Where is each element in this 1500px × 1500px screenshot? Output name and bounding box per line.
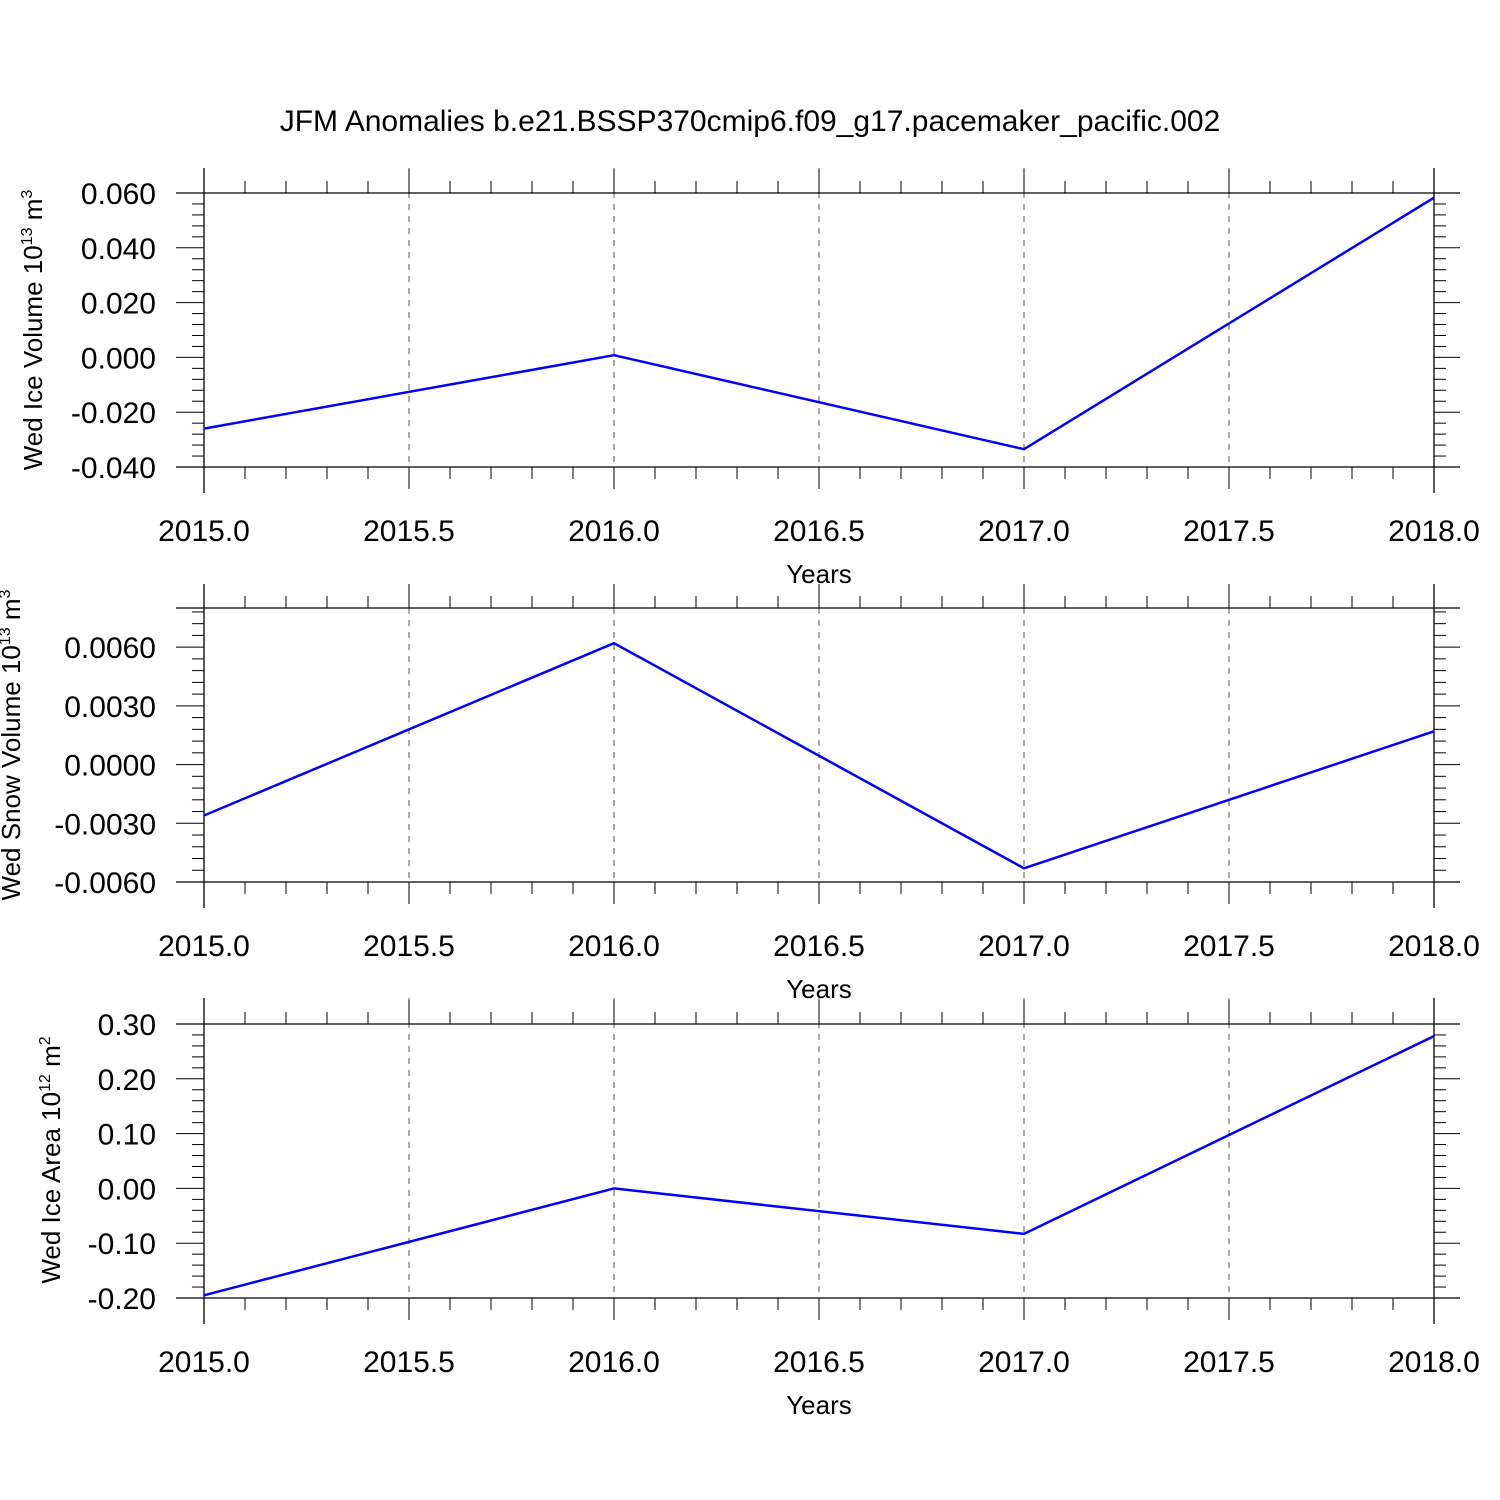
x-tick-label: 2016.5 (773, 1346, 865, 1379)
panel-2: -0.0060 -0.0030 0.0000 0.0030 0.0060 2015.0 20… (0, 584, 1480, 1004)
y-tick-label: -0.0060 (54, 867, 156, 900)
y-tick-label: -0.0030 (54, 808, 156, 841)
x-tick-label: 2015.0 (158, 515, 250, 548)
x-tick-label: 2016.5 (773, 930, 865, 963)
x-tick-label: 2017.5 (1183, 1346, 1275, 1379)
x-tick-label: 2015.0 (158, 1346, 250, 1379)
panels: -0.040 -0.020 0.000 0.020 0.040 0.060 2015.0 20… (0, 168, 1480, 1420)
x-tick-label: 2017.0 (978, 515, 1070, 548)
panel-1: -0.040 -0.020 0.000 0.020 0.040 0.060 2015.0 20… (18, 168, 1480, 589)
y-tick-label: 0.0060 (64, 632, 156, 665)
figure-title: JFM Anomalies b.e21.BSSP370cmip6.f09_g17… (280, 105, 1221, 138)
y-tick-label: 0.040 (81, 233, 156, 266)
y-tick-label: 0.060 (81, 178, 156, 211)
y-tick-label: 0.0000 (64, 750, 156, 783)
y-tick-label: -0.10 (88, 1228, 156, 1261)
panel-3: -0.20 -0.10 0.00 0.10 0.20 0.30 2015.0 2015.5 20… (36, 998, 1480, 1420)
x-tick-label: 2015.0 (158, 930, 250, 963)
x-tick-label: 2015.5 (363, 515, 455, 548)
x-tick-label: 2017.0 (978, 1346, 1070, 1379)
x-axis-title: Years (786, 1390, 852, 1420)
series-line (203, 196, 1435, 451)
y-tick-label: 0.10 (98, 1119, 156, 1152)
y-axis-title: Wed Ice Area 1012 m2 (36, 1036, 66, 1283)
x-tick-label: 2016.0 (568, 930, 660, 963)
y-tick-label: 0.00 (98, 1173, 156, 1206)
y-tick-label: 0.30 (98, 1009, 156, 1042)
y-tick-label: 0.000 (81, 342, 156, 375)
x-tick-label: 2017.5 (1183, 930, 1275, 963)
x-tick-label: 2018.0 (1388, 930, 1480, 963)
y-axis-title: Wed Ice Volume 1013 m3 (18, 190, 48, 471)
x-tick-label: 2016.0 (568, 515, 660, 548)
y-tick-label: -0.040 (71, 452, 156, 485)
x-tick-label: 2017.5 (1183, 515, 1275, 548)
y-tick-label: -0.20 (88, 1283, 156, 1316)
x-tick-label: 2018.0 (1388, 1346, 1480, 1379)
y-tick-label: -0.020 (71, 397, 156, 430)
x-tick-label: 2016.5 (773, 515, 865, 548)
x-tick-label: 2018.0 (1388, 515, 1480, 548)
series-line (203, 641, 1435, 870)
y-tick-label: 0.020 (81, 288, 156, 321)
x-tick-label: 2015.5 (363, 930, 455, 963)
y-tick-label: 0.20 (98, 1064, 156, 1097)
x-tick-label: 2015.5 (363, 1346, 455, 1379)
x-tick-label: 2017.0 (978, 930, 1070, 963)
x-tick-label: 2016.0 (568, 1346, 660, 1379)
series-line (203, 1034, 1435, 1297)
y-axis-title: Wed Snow Volume 1013 m3 (0, 589, 26, 900)
y-tick-label: 0.0030 (64, 691, 156, 724)
